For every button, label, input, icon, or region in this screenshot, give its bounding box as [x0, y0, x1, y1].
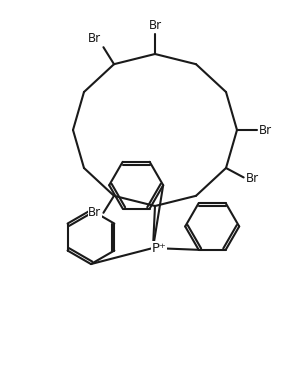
Text: Br: Br — [148, 19, 161, 32]
Text: P⁺: P⁺ — [152, 241, 167, 254]
Text: Br: Br — [246, 172, 259, 185]
Text: Br: Br — [88, 206, 101, 219]
Text: Br: Br — [88, 32, 101, 45]
Text: Br: Br — [259, 123, 272, 136]
